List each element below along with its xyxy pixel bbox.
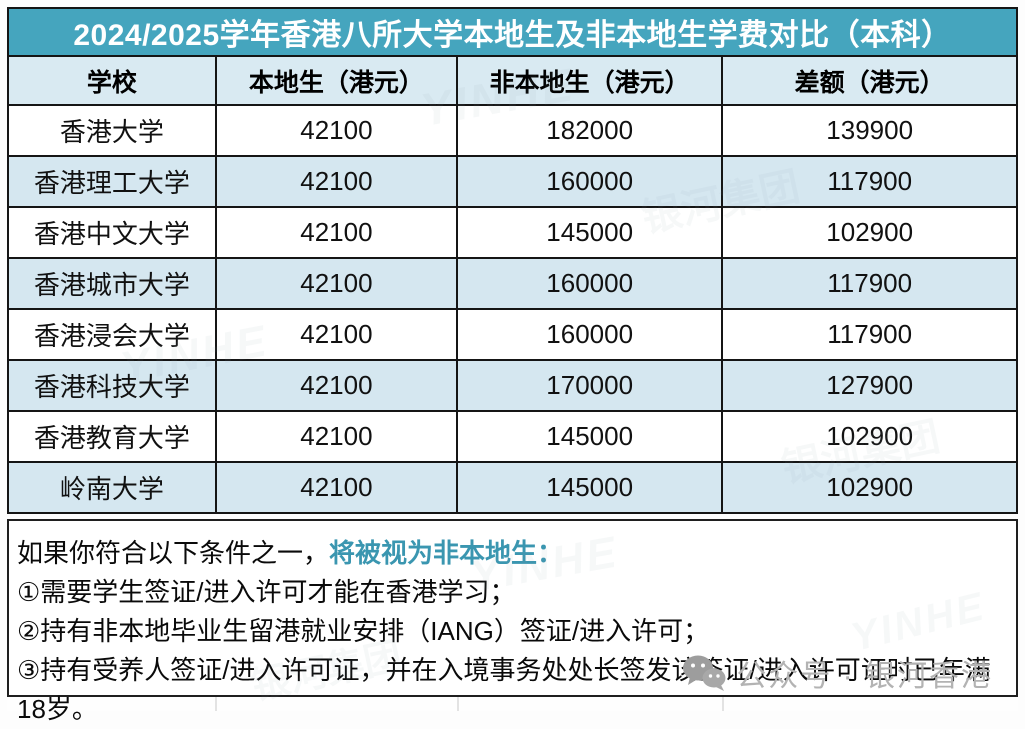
note-item: ①需要学生签证/进入许可才能在香港学习； bbox=[17, 577, 516, 607]
column-header-local: 本地生（港元） bbox=[214, 55, 458, 106]
table-row: 香港科技大学 42100 170000 127900 bbox=[7, 359, 1018, 412]
table-row: 香港理工大学 42100 160000 117900 bbox=[7, 155, 1018, 208]
table-row: 岭南大学 42100 145000 102900 bbox=[7, 461, 1018, 514]
tuition-comparison-table: 2024/2025学年香港八所大学本地生及非本地生学费对比（本科） 学校 本地生… bbox=[7, 7, 1018, 514]
cell-school: 香港城市大学 bbox=[7, 257, 217, 310]
column-header-nonlocal: 非本地生（港元） bbox=[455, 55, 724, 106]
cell-school: 香港科技大学 bbox=[7, 359, 217, 412]
note-item: ②持有非本地毕业生留港就业安排（IANG）签证/进入许可； bbox=[17, 616, 710, 646]
cell-diff: 117900 bbox=[721, 308, 1018, 361]
cell-school: 香港大学 bbox=[7, 104, 217, 157]
table-row: 香港浸会大学 42100 160000 117900 bbox=[7, 308, 1018, 361]
cell-nonlocal: 160000 bbox=[455, 308, 724, 361]
column-header-diff: 差额（港元） bbox=[721, 55, 1018, 106]
cell-school: 香港理工大学 bbox=[7, 155, 217, 208]
note-intro-line: 如果你符合以下条件之一，将被视为非本地生： bbox=[17, 534, 1006, 573]
cell-nonlocal: 145000 bbox=[455, 206, 724, 259]
cell-local: 42100 bbox=[214, 104, 458, 157]
header-row: 学校 本地生（港元） 非本地生（港元） 差额（港元） bbox=[7, 55, 1018, 106]
cell-school: 香港教育大学 bbox=[7, 410, 217, 463]
cell-school: 岭南大学 bbox=[7, 461, 217, 514]
title-row: 2024/2025学年香港八所大学本地生及非本地生学费对比（本科） bbox=[7, 7, 1018, 57]
cell-diff: 127900 bbox=[721, 359, 1018, 412]
wechat-icon bbox=[681, 654, 727, 692]
cell-school: 香港中文大学 bbox=[7, 206, 217, 259]
account-watermark: 公众号 · 银河香港 bbox=[681, 651, 993, 695]
note-intro-text: 如果你符合以下条件之一， bbox=[17, 538, 330, 568]
cell-diff: 102900 bbox=[721, 206, 1018, 259]
cell-local: 42100 bbox=[214, 155, 458, 208]
column-divider bbox=[722, 690, 724, 711]
cell-local: 42100 bbox=[214, 206, 458, 259]
cell-diff: 117900 bbox=[721, 257, 1018, 310]
column-header-school: 学校 bbox=[7, 55, 217, 106]
cell-nonlocal: 145000 bbox=[455, 410, 724, 463]
cell-local: 42100 bbox=[214, 359, 458, 412]
account-watermark-label: 公众号 · 银河香港 bbox=[736, 660, 993, 693]
column-divider bbox=[457, 690, 459, 711]
table-row: 香港城市大学 42100 160000 117900 bbox=[7, 257, 1018, 310]
cell-nonlocal: 160000 bbox=[455, 257, 724, 310]
cell-diff: 139900 bbox=[721, 104, 1018, 157]
notes-box: 如果你符合以下条件之一，将被视为非本地生： ①需要学生签证/进入许可才能在香港学… bbox=[7, 519, 1018, 724]
page-title: 2024/2025学年香港八所大学本地生及非本地生学费对比（本科） bbox=[7, 7, 1018, 57]
cell-school: 香港浸会大学 bbox=[7, 308, 217, 361]
cell-local: 42100 bbox=[214, 410, 458, 463]
cell-nonlocal: 145000 bbox=[455, 461, 724, 514]
cell-local: 42100 bbox=[214, 257, 458, 310]
cell-local: 42100 bbox=[214, 308, 458, 361]
infographic-page: YINHE 银河集团 YINHE 银河集团 YINHE 银河集团 YINHE 2… bbox=[7, 7, 1018, 724]
note-highlight-text: 将被视为非本地生： bbox=[329, 538, 564, 568]
cell-diff: 102900 bbox=[721, 410, 1018, 463]
cell-diff: 102900 bbox=[721, 461, 1018, 514]
cell-nonlocal: 160000 bbox=[455, 155, 724, 208]
table-row: 香港中文大学 42100 145000 102900 bbox=[7, 206, 1018, 259]
table-row: 香港大学 42100 182000 139900 bbox=[7, 104, 1018, 157]
cell-nonlocal: 182000 bbox=[455, 104, 724, 157]
table-row: 香港教育大学 42100 145000 102900 bbox=[7, 410, 1018, 463]
cell-local: 42100 bbox=[214, 461, 458, 514]
column-divider bbox=[215, 690, 217, 711]
cell-nonlocal: 170000 bbox=[455, 359, 724, 412]
cell-diff: 117900 bbox=[721, 155, 1018, 208]
